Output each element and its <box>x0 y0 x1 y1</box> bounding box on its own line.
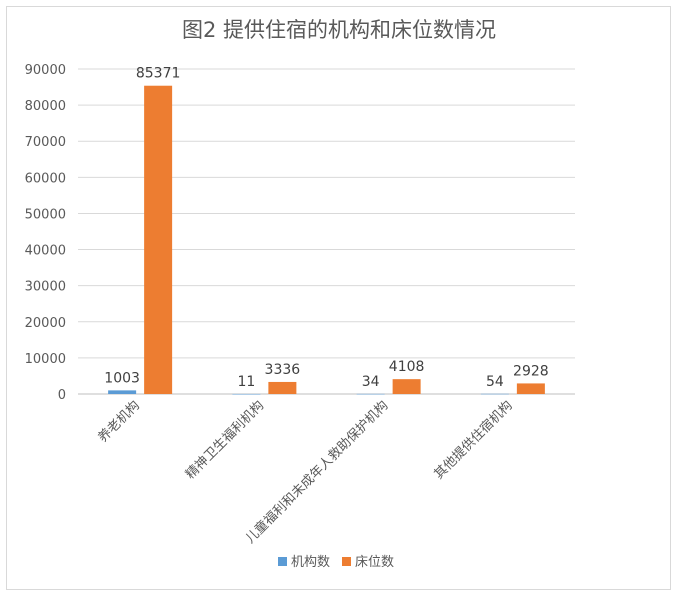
legend-label: 机构数 <box>291 555 330 570</box>
legend-label: 床位数 <box>355 555 394 570</box>
legend-swatch <box>278 557 287 566</box>
bar-机构数 <box>108 390 137 394</box>
data-label: 34 <box>362 374 380 390</box>
x-category-label: 精神卫生福利机构 <box>183 398 267 482</box>
data-label: 3336 <box>265 362 301 378</box>
y-tick-label: 10000 <box>25 352 66 367</box>
bar-机构数 <box>356 393 385 395</box>
bar-机构数 <box>232 393 261 395</box>
data-label: 2928 <box>513 363 549 379</box>
y-tick-label: 50000 <box>25 207 66 222</box>
y-tick-label: 60000 <box>25 171 66 186</box>
y-axis-ticks: 0 10000 20000 30000 40000 50000 60000 70000 8000… <box>25 63 66 403</box>
data-label: 4108 <box>389 359 425 375</box>
x-category-label: 儿童福利和未成年人救助保护机构 <box>242 398 391 547</box>
x-category-label: 其他提供住宿机构 <box>431 398 516 483</box>
y-tick-label: 30000 <box>25 280 66 295</box>
bar-床位数 <box>268 381 297 394</box>
chart-frame <box>6 6 671 590</box>
legend: 机构数 床位数 <box>278 555 394 570</box>
bars <box>108 85 545 395</box>
chart-title: 图2 提供住宿的机构和床位数情况 <box>182 18 496 42</box>
y-tick-label: 0 <box>58 388 66 403</box>
data-label: 54 <box>486 374 504 390</box>
y-tick-label: 40000 <box>25 244 66 259</box>
data-label: 11 <box>237 374 255 390</box>
data-label: 85371 <box>136 66 181 82</box>
y-tick-label: 90000 <box>25 63 66 78</box>
data-label: 1003 <box>104 370 140 386</box>
bar-床位数 <box>392 379 421 394</box>
data-labels: 1003 85371 11 3336 34 4108 54 2928 <box>104 66 548 390</box>
y-tick-label: 80000 <box>25 99 66 114</box>
x-category-label: 养老机构 <box>95 398 143 446</box>
bar-机构数 <box>480 393 509 395</box>
y-tick-label: 20000 <box>25 316 66 331</box>
bar-床位数 <box>144 85 173 395</box>
y-tick-label: 70000 <box>25 135 66 150</box>
bar-床位数 <box>516 383 545 394</box>
legend-swatch <box>342 557 351 566</box>
